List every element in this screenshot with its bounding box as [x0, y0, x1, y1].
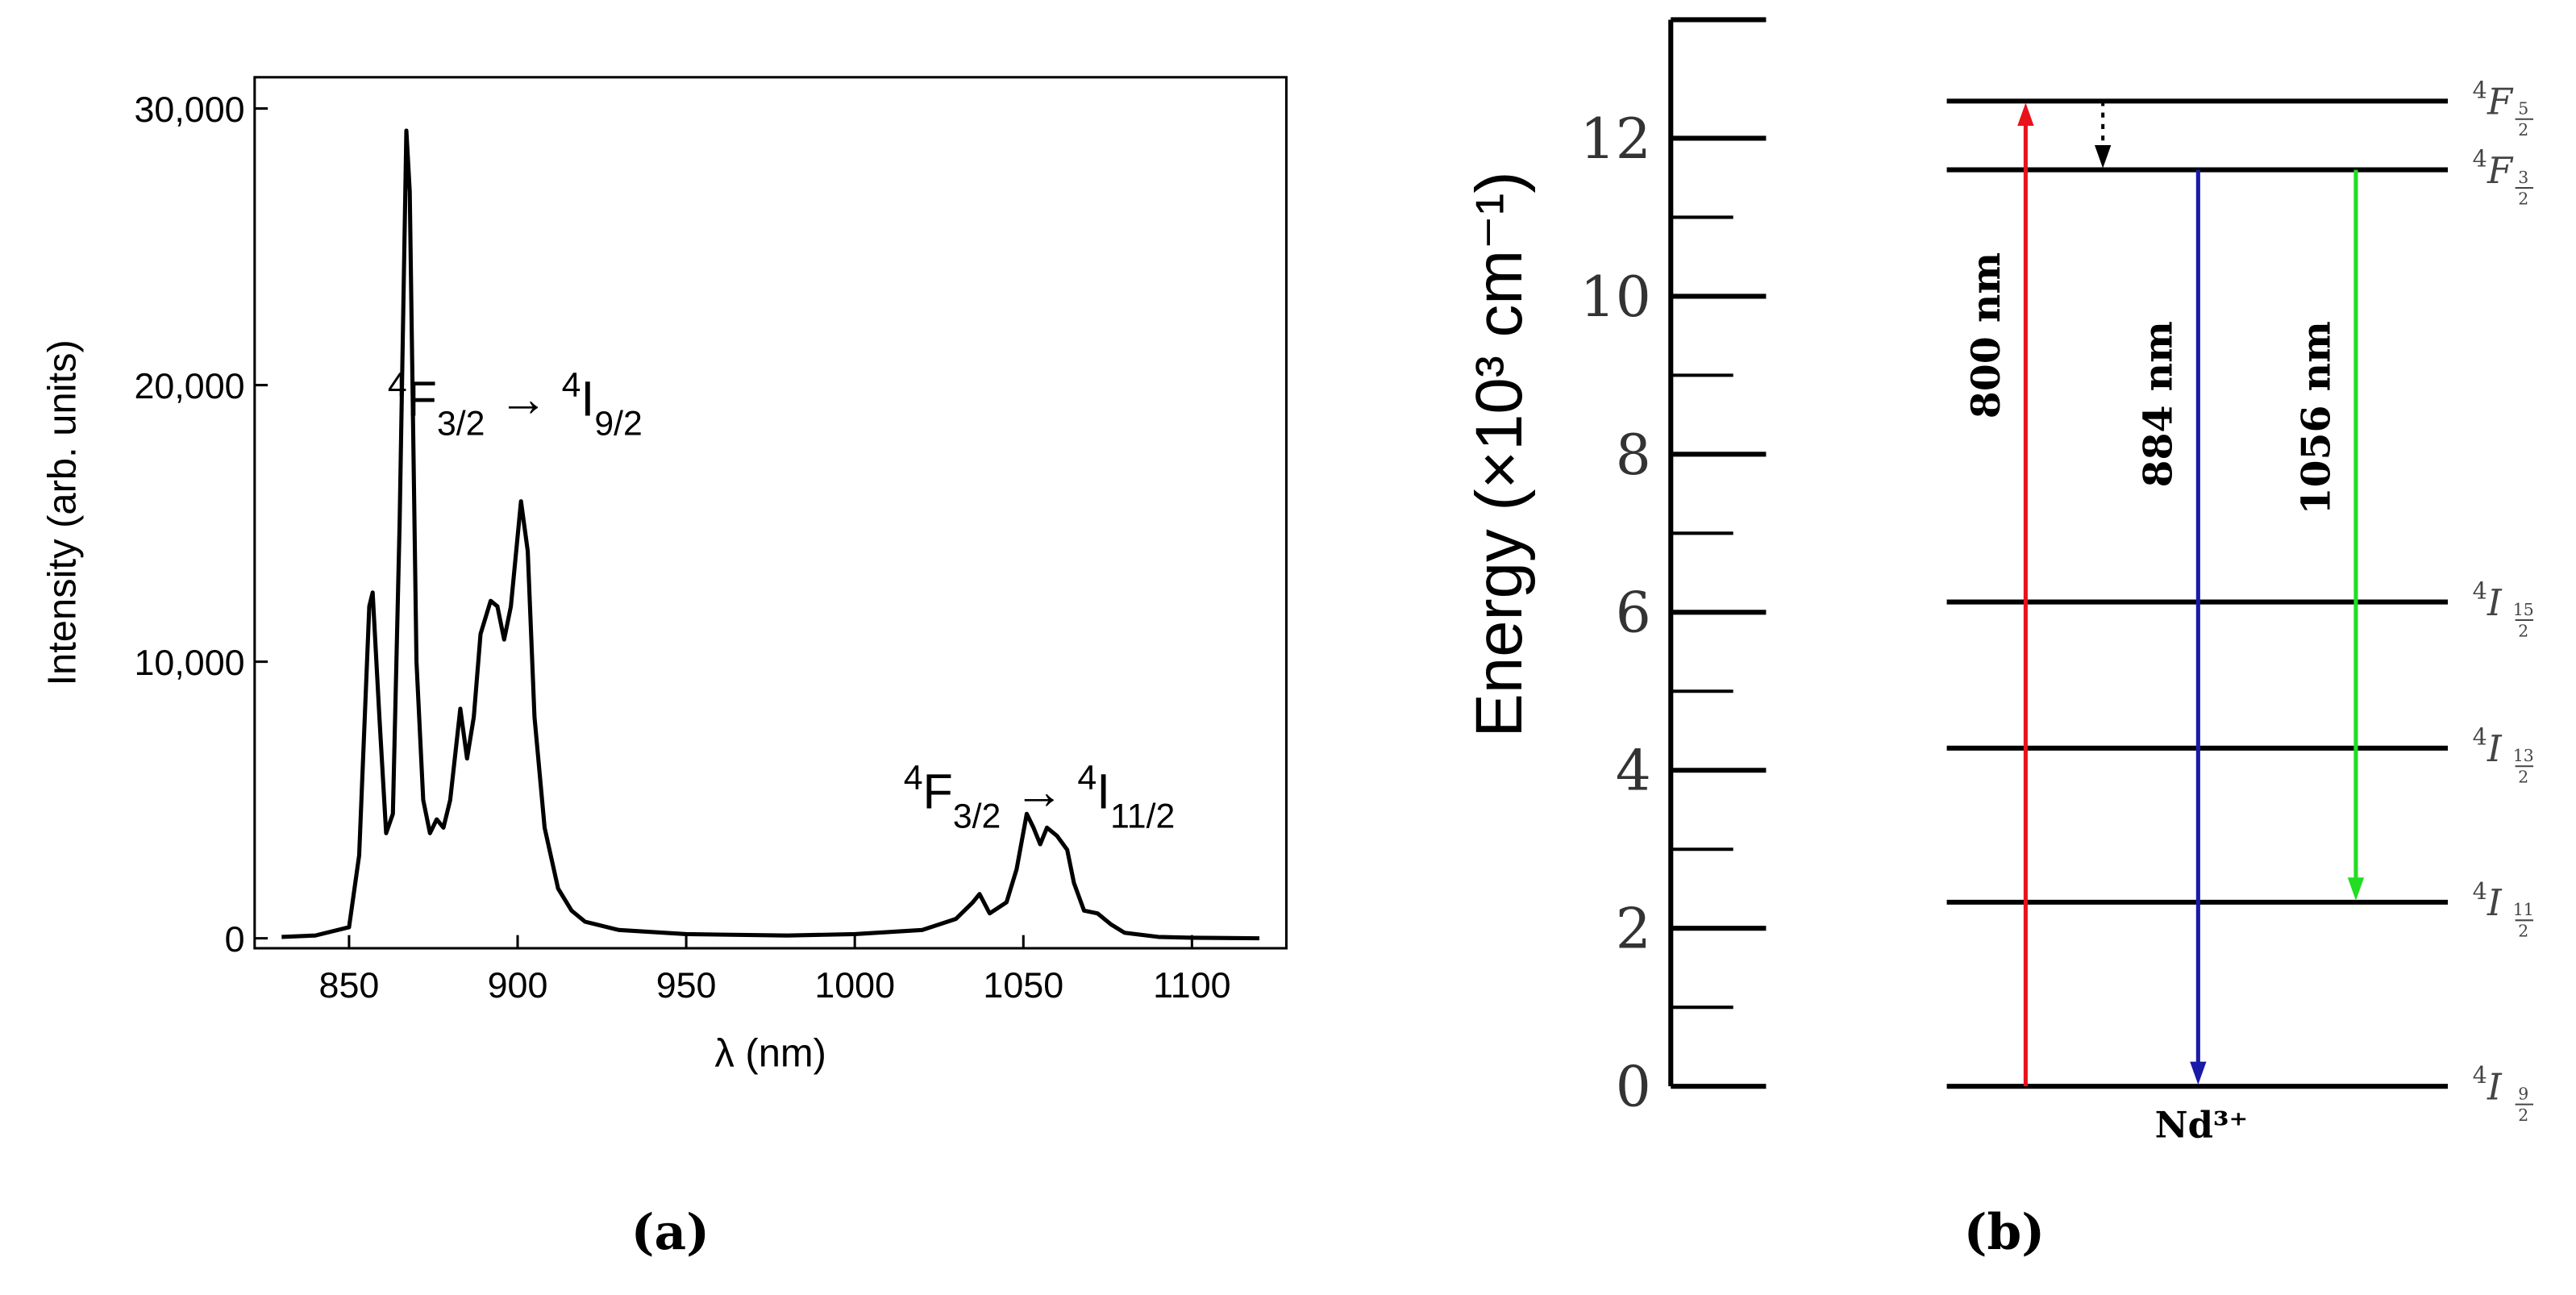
annotation-part: F — [922, 764, 952, 819]
level-label-den: 2 — [2518, 120, 2528, 139]
level-label-num: 9 — [2518, 1084, 2528, 1103]
arrow-head — [2094, 145, 2112, 169]
level-label-num: 11 — [2513, 900, 2534, 919]
y-tick-label: 8 — [1616, 423, 1651, 488]
annotation-part: 3/2 — [953, 797, 1001, 836]
level-label-den: 2 — [2518, 189, 2528, 208]
panel-label: (a) — [631, 1204, 710, 1261]
annotation: 4F3/2 → 4I9/2 — [388, 366, 643, 443]
level-label-term: F — [2487, 149, 2514, 192]
level-label-num: 5 — [2518, 99, 2528, 119]
annotation-part: 4 — [388, 366, 407, 405]
annotation-part: I — [1097, 764, 1110, 819]
level-label-term: I — [2487, 881, 2503, 924]
species-label: Nd³⁺ — [2155, 1103, 2249, 1146]
level-label-term: F — [2487, 81, 2514, 123]
level-label-sup: 4 — [2473, 77, 2487, 103]
annotation-part: → — [485, 372, 561, 427]
level-label-den: 2 — [2518, 621, 2528, 640]
y-axis-label: Intensity (arb. units) — [41, 339, 85, 685]
annotation-part: 9/2 — [594, 405, 642, 443]
annotation-part: 4 — [1077, 759, 1097, 797]
level-label-sup: 4 — [2473, 878, 2487, 905]
panel-label: (b) — [1964, 1204, 2045, 1261]
y-tick-label: 0 — [225, 918, 245, 960]
level-label-term: I — [2487, 727, 2503, 770]
annotation-part: 11/2 — [1110, 797, 1175, 836]
x-tick-label: 1000 — [814, 964, 895, 1006]
arrow-head — [2347, 877, 2365, 901]
y-axis-label: Energy (×10³ cm⁻¹) — [1463, 171, 1536, 737]
y-tick-label: 6 — [1616, 581, 1651, 646]
x-axis-label: λ (nm) — [714, 1032, 826, 1076]
arrow-head — [2190, 1061, 2207, 1085]
level-label-sup: 4 — [2473, 1062, 2487, 1089]
y-tick-label: 12 — [1580, 107, 1651, 172]
spectrum-line — [281, 128, 1260, 941]
annotation-part: → — [1001, 764, 1077, 819]
level-label-den: 2 — [2518, 922, 2528, 941]
level-label-sup: 4 — [2473, 146, 2487, 173]
annotation-part: F — [407, 372, 437, 427]
level-label-num: 15 — [2513, 600, 2534, 619]
y-tick-label: 0 — [1616, 1056, 1651, 1120]
y-tick-label: 10 — [1580, 265, 1651, 330]
level-label-den: 2 — [2518, 1106, 2528, 1125]
x-tick-label: 850 — [319, 964, 380, 1006]
y-tick-label: 30,000 — [134, 89, 244, 130]
transition-label: 800 nm — [1962, 252, 2009, 418]
level-label-term: I — [2487, 1065, 2503, 1108]
x-tick-label: 1050 — [983, 964, 1063, 1006]
annotation-part: 4 — [904, 759, 923, 797]
level-label-sup: 4 — [2473, 724, 2487, 751]
y-tick-label: 2 — [1616, 897, 1651, 962]
annotation-part: I — [581, 372, 594, 427]
transition-label: 1056 nm — [2292, 321, 2339, 514]
arrow-head — [2017, 102, 2034, 126]
annotation: 4F3/2 → 4I11/2 — [904, 759, 1176, 836]
annotation-part: 3/2 — [437, 405, 485, 443]
y-tick-label: 10,000 — [134, 642, 244, 683]
y-tick-label: 4 — [1616, 739, 1651, 804]
level-label-den: 2 — [2518, 768, 2528, 787]
transition-label: 884 nm — [2135, 321, 2182, 487]
level-label-num: 13 — [2513, 746, 2534, 765]
x-tick-label: 900 — [488, 964, 548, 1006]
level-label-num: 3 — [2518, 168, 2528, 187]
level-label-sup: 4 — [2473, 577, 2487, 604]
x-tick-label: 950 — [656, 964, 717, 1006]
annotation-part: 4 — [562, 366, 581, 405]
level-label-term: I — [2487, 581, 2503, 624]
y-tick-label: 20,000 — [134, 365, 244, 406]
plot-frame — [253, 76, 1288, 950]
x-tick-label: 1100 — [1153, 964, 1230, 1006]
